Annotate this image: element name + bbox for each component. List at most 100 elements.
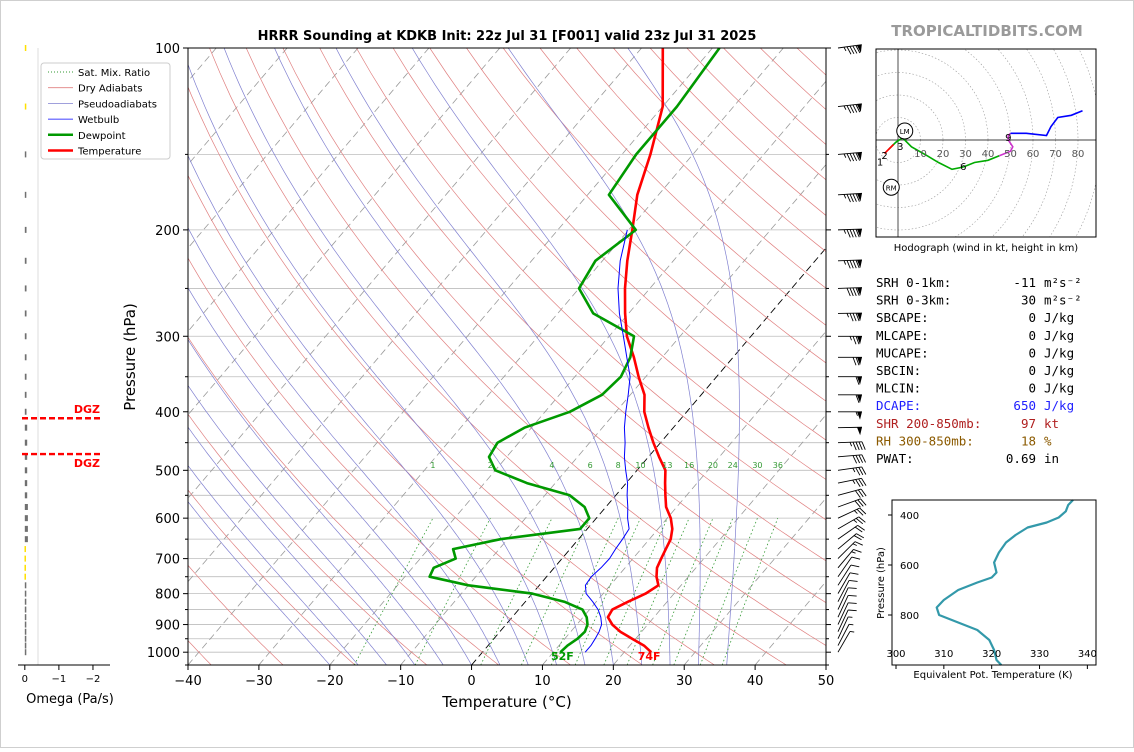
omega-bar <box>25 467 27 473</box>
omega-bar <box>25 192 27 198</box>
omega-bar <box>25 636 27 642</box>
omega-bar <box>25 310 27 316</box>
omega-bar <box>25 258 27 264</box>
stat-label: SRH 0-1km: <box>876 275 951 290</box>
chart-title: HRRR Sounding at KDKB Init: 22z Jul 31 [… <box>258 29 757 44</box>
omega-bar <box>25 45 27 51</box>
stat-label: SHR 200-850mb: <box>876 416 981 431</box>
stat-unit: m²s⁻² <box>1044 275 1082 290</box>
hodograph-caption: Hodograph (wind in kt, height in km) <box>894 243 1079 254</box>
y-tick-label: 400 <box>155 406 180 421</box>
omega-bar <box>25 492 27 498</box>
dgz-label: DGZ <box>74 403 100 416</box>
stat-unit: m²s⁻² <box>1044 293 1082 308</box>
omega-bar <box>25 374 27 380</box>
stat-value: 30 <box>1021 293 1036 308</box>
x-tick-label: 50 <box>818 674 835 689</box>
theta-x-tick-label: 340 <box>1078 649 1097 660</box>
surface-temperature-label: 74F <box>638 650 661 663</box>
omega-bar <box>25 526 28 532</box>
y-tick-label: 500 <box>155 464 180 479</box>
hodograph-height-label: 3 <box>897 142 903 153</box>
stat-value: 0 <box>1028 381 1036 396</box>
legend-label: Dry Adiabats <box>78 84 142 95</box>
mixing-ratio-label: 10 <box>635 461 645 470</box>
omega-bar <box>24 574 26 580</box>
omega-bar <box>25 515 28 521</box>
legend-label: Wetbulb <box>78 115 119 126</box>
x-tick-label: −40 <box>174 674 201 689</box>
theta-x-tick-label: 320 <box>982 649 1001 660</box>
stat-value: 650 <box>1013 398 1036 413</box>
stat-label: SBCAPE: <box>876 310 929 325</box>
stat-value: 0 <box>1028 310 1036 325</box>
theta-e-x-label: Equivalent Pot. Temperature (K) <box>913 670 1072 681</box>
stat-unit: in <box>1044 451 1059 466</box>
x-tick-label: 30 <box>676 674 693 689</box>
stat-label: MLCAPE: <box>876 328 929 343</box>
y-tick-label: 300 <box>155 330 180 345</box>
mixing-ratio-label: 1 <box>430 461 435 470</box>
omega-bar <box>25 409 27 415</box>
storm-motion-label: RM <box>886 184 897 192</box>
stat-value: 0 <box>1028 345 1036 360</box>
stat-unit: J/kg <box>1044 310 1074 325</box>
theta-x-tick-label: 330 <box>1030 649 1049 660</box>
omega-bar <box>24 565 26 571</box>
theta-x-tick-label: 300 <box>886 649 905 660</box>
omega-tick-label: −1 <box>52 674 67 685</box>
omega-bar <box>25 227 27 233</box>
mixing-ratio-label: 4 <box>549 461 554 470</box>
omega-bar <box>25 392 27 398</box>
y-tick-label: 1000 <box>147 646 180 661</box>
mixing-ratio-label: 2 <box>488 461 493 470</box>
legend-label: Pseudoadiabats <box>78 99 157 110</box>
y-tick-label: 100 <box>155 42 180 57</box>
stat-unit: J/kg <box>1044 363 1074 378</box>
stat-value: 0 <box>1028 328 1036 343</box>
stat-unit: J/kg <box>1044 398 1074 413</box>
omega-bar <box>25 104 27 110</box>
omega-bar <box>25 504 28 510</box>
theta-e-y-label: Pressure (hPa) <box>876 547 887 619</box>
legend-label: Temperature <box>77 147 141 158</box>
theta-y-tick-label: 400 <box>900 511 919 522</box>
omega-bar <box>25 629 27 635</box>
mixing-ratio-label: 20 <box>708 461 718 470</box>
storm-motion-label: LM <box>900 128 910 136</box>
omega-bar <box>25 285 27 291</box>
stat-unit: J/kg <box>1044 328 1074 343</box>
omega-bar <box>25 643 27 649</box>
stat-value: 18 <box>1021 433 1036 448</box>
omega-bar <box>25 354 27 360</box>
hodograph-tick-label: 10 <box>914 149 927 160</box>
omega-bar <box>25 425 27 431</box>
x-tick-label: 40 <box>747 674 764 689</box>
y-tick-label: 200 <box>155 224 180 239</box>
stat-value: 0.69 <box>1006 451 1036 466</box>
mixing-ratio-label: 13 <box>662 461 672 470</box>
omega-bar <box>25 591 27 597</box>
theta-y-tick-label: 600 <box>900 561 919 572</box>
omega-bar <box>25 599 27 605</box>
stat-unit: J/kg <box>1044 381 1074 396</box>
stat-value: 97 <box>1021 416 1036 431</box>
mixing-ratio-label: 30 <box>752 461 762 470</box>
x-tick-label: 0 <box>467 674 475 689</box>
watermark: TROPICALTIDBITS.COM <box>891 22 1083 40</box>
hodograph-height-label: 6 <box>960 162 966 173</box>
hodograph-height-label: 2 <box>881 151 887 162</box>
stat-label: RH 300-850mb: <box>876 433 974 448</box>
mixing-ratio-label: 16 <box>684 461 694 470</box>
mixing-ratio-label: 6 <box>588 461 593 470</box>
omega-bar <box>25 622 27 628</box>
stat-unit: kt <box>1044 416 1059 431</box>
stat-label: MLCIN: <box>876 381 921 396</box>
omega-tick-label: 0 <box>22 674 28 685</box>
hodograph-height-label: 9 <box>1005 133 1011 144</box>
surface-dewpoint-label: 52F <box>551 650 574 663</box>
hodograph-tick-label: 40 <box>982 149 995 160</box>
skewt-x-label: Temperature (°C) <box>441 693 571 711</box>
omega-bar <box>25 649 27 655</box>
